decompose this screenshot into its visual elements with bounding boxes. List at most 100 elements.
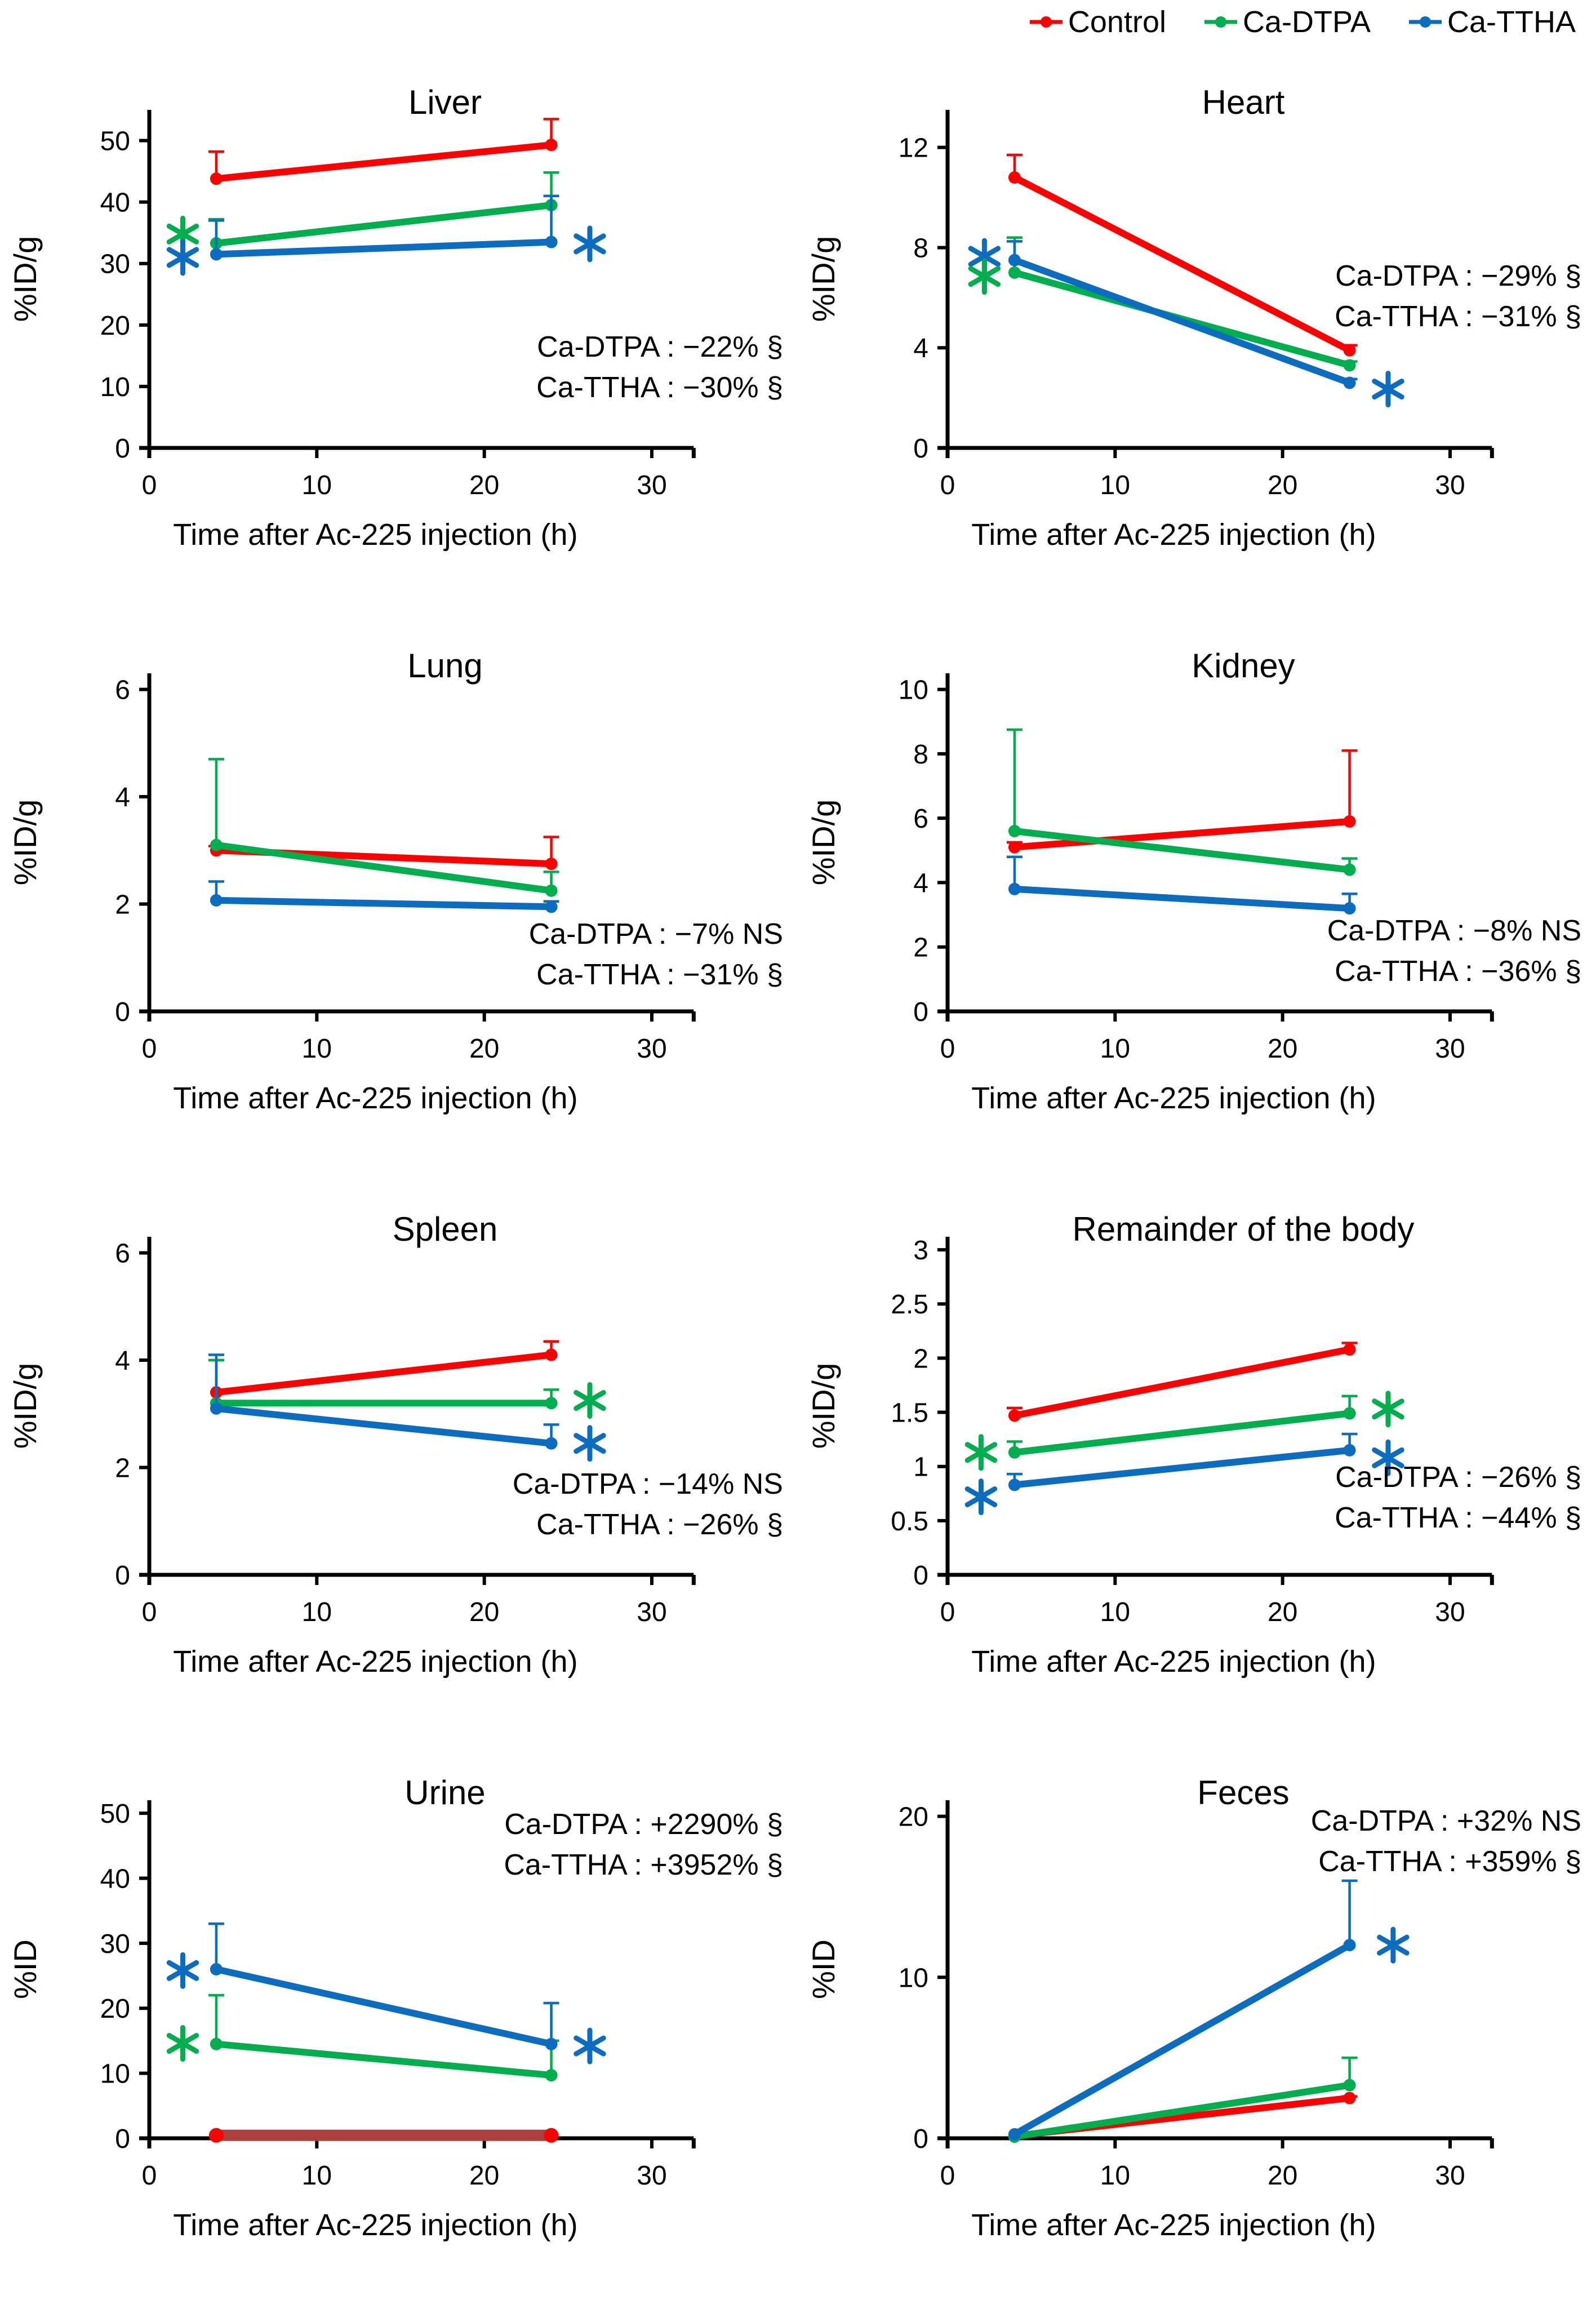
data-point: [210, 248, 223, 261]
y-tick-label: 30: [100, 1929, 130, 1959]
y-tick-label: 3: [913, 1236, 928, 1266]
significance-star-icon: [166, 239, 199, 276]
series-line: [1011, 828, 1353, 873]
chart-urine: Urine 0 10 20 30 0 10 20 30 40 50 %ID Time after Ac-…: [7, 1774, 783, 2242]
series-line: [212, 1966, 555, 2048]
y-tick-label: 2: [115, 890, 130, 920]
chart-lung: Lung 0 10 20 30 0 2 4 6 %ID/g Time after Ac-225 in…: [7, 647, 783, 1115]
y-tick-label: 10: [899, 676, 928, 705]
series-line: [1011, 1410, 1353, 1456]
data-point: [545, 139, 558, 152]
x-tick-label: 0: [142, 1034, 157, 1064]
significance-star-icon: [1372, 371, 1404, 408]
stats-annotation: Ca-TTHA : +359% §: [1318, 1845, 1581, 1878]
legend-marker-ca-dtpa-icon: [1204, 16, 1237, 28]
stats-annotation: Ca-DTPA : −7% NS: [529, 918, 783, 951]
stats-annotation: Ca-TTHA : −31% §: [536, 958, 783, 991]
chart-title: Remainder of the body: [1072, 1210, 1414, 1248]
legend-label-control: Control: [1068, 5, 1166, 39]
data-point: [210, 2037, 223, 2050]
x-tick-label: 10: [302, 470, 332, 500]
chart-spleen: Spleen 0 10 20 30 0 2 4 6 %ID/g Time after Ac-225 …: [7, 1210, 783, 1679]
x-tick-label: 0: [142, 2161, 157, 2191]
data-point: [545, 858, 558, 871]
data-point: [545, 900, 558, 913]
data-point: [1008, 841, 1021, 854]
data-point: [208, 2128, 224, 2143]
data-point: [545, 2037, 558, 2050]
data-point: [210, 894, 223, 907]
y-tick-label: 8: [913, 233, 928, 263]
significance-star-icon: [574, 2027, 606, 2064]
series-line: [212, 896, 555, 911]
legend-item-control: Control: [1028, 5, 1166, 39]
stats-annotation: Ca-TTHA : −30% §: [536, 371, 783, 404]
chart-kidney: Kidney 0 10 20 30 0 2 4 6 8 10 %ID/g Time after Ac-2…: [806, 647, 1581, 1115]
series-ca-ttha: [1006, 855, 1358, 915]
y-tick-label: 20: [100, 311, 130, 341]
series-control: [1006, 749, 1358, 854]
chart-liver: Liver 0 10 20 30 0 10 20 30 40 50 %ID/g Time after A…: [7, 83, 783, 552]
y-axis-title: %ID/g: [806, 800, 841, 886]
chart-grid: Liver 0 10 20 30 0 10 20 30 40 50 %ID/g Time after A…: [0, 45, 1596, 2299]
series-ca-ttha: [1006, 240, 1358, 389]
series-line: [212, 1351, 555, 1396]
y-axis-title: %ID: [806, 1939, 841, 1999]
data-point: [1008, 171, 1021, 184]
series-control: [1006, 1342, 1358, 1422]
x-tick-label: 0: [940, 2161, 955, 2191]
y-tick-label: 12: [899, 134, 928, 163]
y-tick-label: 0: [913, 434, 928, 464]
series-ca-ttha: [208, 1353, 559, 1450]
x-tick-label: 0: [142, 1597, 157, 1627]
x-tick-label: 30: [637, 1034, 666, 1064]
series-line: [212, 141, 555, 183]
chart-feces: Feces 0 10 20 30 0 10 20 %ID Time after Ac-225 in…: [806, 1774, 1581, 2242]
stats-annotation: Ca-DTPA : −8% NS: [1327, 914, 1581, 947]
y-tick-label: 1: [913, 1453, 928, 1482]
data-point: [545, 2069, 558, 2082]
significance-star-icon: [964, 1434, 998, 1471]
y-axis-title: %ID: [7, 1939, 43, 1999]
y-tick-label: 0: [115, 434, 130, 464]
chart-remainder: Remainder of the body 0 10 20 30 0 0.5 1 1.5 2 2.5…: [806, 1210, 1581, 1679]
data-point: [210, 838, 223, 851]
x-tick-label: 30: [637, 2161, 666, 2191]
series-line: [212, 2040, 555, 2079]
chart-title: Spleen: [393, 1210, 498, 1248]
chart-cell-spleen: Spleen 0 10 20 30 0 2 4 6 %ID/g Time after Ac-225 …: [0, 1172, 798, 1735]
x-tick-label: 10: [302, 1597, 332, 1627]
x-tick-label: 30: [637, 1597, 666, 1627]
series-line: [1011, 256, 1353, 387]
series-line: [1011, 818, 1353, 851]
series-line: [1011, 174, 1353, 354]
series-ca-dtpa: [1006, 728, 1358, 876]
chart-cell-kidney: Kidney 0 10 20 30 0 2 4 6 8 10 %ID/g Time after Ac-2…: [798, 609, 1596, 1172]
x-tick-label: 30: [1435, 1034, 1465, 1064]
series-line: [1011, 885, 1353, 912]
data-point: [1008, 266, 1021, 279]
legend-item-ca-ttha: Ca-TTHA: [1407, 5, 1576, 39]
stats-annotation: Ca-DTPA : −29% §: [1335, 260, 1581, 292]
data-point: [1343, 1407, 1356, 1420]
chart-title: Urine: [404, 1774, 485, 1811]
series-ca-dtpa: [208, 758, 559, 897]
significance-star-icon: [964, 1478, 998, 1516]
chart-cell-feces: Feces 0 10 20 30 0 10 20 %ID Time after Ac-225 in…: [798, 1735, 1596, 2299]
y-tick-label: 0.5: [891, 1507, 928, 1537]
x-tick-label: 30: [1435, 2161, 1465, 2191]
data-point: [545, 236, 558, 248]
series-line: [212, 1405, 555, 1447]
chart-cell-urine: Urine 0 10 20 30 0 10 20 30 40 50 %ID Time after Ac-…: [0, 1735, 798, 2299]
series-control: [1006, 153, 1358, 357]
data-point: [1343, 359, 1356, 372]
x-tick-label: 10: [1100, 1597, 1130, 1627]
y-tick-label: 20: [899, 1802, 928, 1832]
x-tick-label: 10: [302, 1034, 332, 1064]
x-tick-label: 20: [1268, 470, 1297, 500]
series-line: [1011, 1346, 1353, 1419]
y-tick-label: 0: [115, 2124, 130, 2154]
data-point: [1343, 902, 1356, 915]
y-tick-label: 4: [913, 334, 928, 363]
x-tick-label: 20: [469, 470, 499, 500]
